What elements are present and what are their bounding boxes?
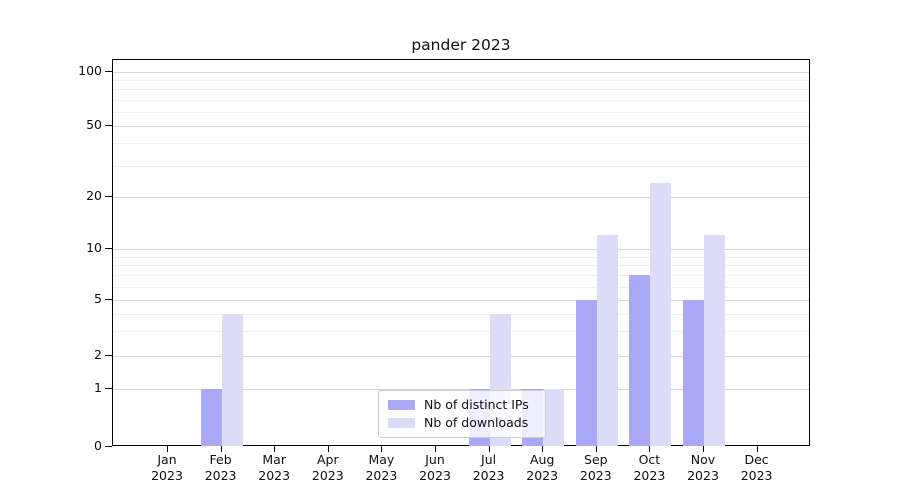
gridline-minor (113, 165, 809, 167)
legend-swatch-downloads (388, 418, 415, 428)
y-axis-tick-mark (105, 299, 112, 300)
y-axis-tick-label: 50 (86, 117, 102, 132)
x-axis-tick-label: Nov 2023 (687, 452, 719, 483)
legend-label-distinct-ips: Nb of distinct IPs (424, 397, 529, 412)
gridline-minor (113, 143, 809, 145)
legend-label-downloads: Nb of downloads (424, 415, 529, 430)
gridline-minor (113, 89, 809, 91)
x-axis-tick-label: Jan 2023 (151, 452, 183, 483)
gridline-major (113, 389, 809, 390)
gridline-major (113, 300, 809, 301)
gridline-major (113, 356, 809, 357)
bar-downloads (543, 389, 565, 446)
gridline-minor (113, 80, 809, 82)
x-axis-tick-label: Jun 2023 (419, 452, 451, 483)
legend-swatch-distinct-ips (388, 400, 415, 410)
y-axis-tick-mark (105, 446, 112, 447)
gridline-major (113, 197, 809, 198)
gridline-major (113, 249, 809, 250)
y-axis-tick-label: 20 (86, 188, 102, 203)
legend-item-distinct-ips: Nb of distinct IPs (388, 397, 536, 413)
chart-title: pander 2023 (411, 36, 511, 54)
gridline-minor (113, 286, 809, 288)
y-axis-tick-mark (105, 355, 112, 356)
x-axis-tick-label: Apr 2023 (311, 452, 344, 483)
bar-downloads (596, 235, 618, 446)
x-axis-tick-mark (542, 446, 544, 452)
y-axis-tick-label: 1 (94, 380, 102, 395)
y-axis-tick-label: 2 (94, 347, 102, 362)
y-axis-tick-mark (105, 125, 112, 126)
x-axis-tick-label: Oct 2023 (633, 452, 666, 483)
x-axis-tick-label: Dec 2023 (740, 452, 773, 483)
plot-area (112, 59, 810, 446)
y-axis-tick-mark (105, 71, 112, 72)
x-axis-tick-label: Aug 2023 (526, 452, 559, 483)
x-axis-tick-mark (435, 446, 436, 452)
bar-distinct-ips (575, 300, 597, 446)
bar-downloads (704, 235, 725, 446)
y-axis-tick-mark (105, 388, 112, 389)
gridline-minor (113, 256, 809, 258)
y-axis-tick-label: 100 (78, 63, 102, 78)
gridline-major (113, 72, 809, 73)
x-axis-tick-mark (703, 446, 704, 452)
gridline-minor (113, 99, 809, 101)
y-axis-tick-label: 10 (86, 240, 102, 255)
x-axis-tick-mark (167, 446, 168, 452)
x-axis-tick-mark (488, 446, 490, 452)
x-axis-tick-mark (381, 446, 383, 452)
gridline-minor (113, 265, 809, 267)
x-axis-tick-mark (274, 446, 276, 452)
x-axis-tick-mark (649, 446, 651, 452)
y-axis-tick-label: 0 (94, 438, 102, 453)
gridline-minor (113, 331, 809, 333)
x-axis-tick-label: Mar 2023 (258, 452, 291, 483)
legend: Nb of distinct IPs Nb of downloads (378, 390, 546, 438)
bar-distinct-ips (683, 300, 704, 446)
y-axis-tick-label: 5 (94, 291, 102, 306)
x-axis-tick-label: Jul 2023 (472, 452, 505, 483)
x-axis-tick-label: May 2023 (365, 452, 398, 483)
x-axis-tick-mark (220, 446, 222, 452)
bar-distinct-ips (200, 389, 222, 446)
y-axis-tick-mark (105, 196, 112, 197)
bar-distinct-ips (629, 275, 651, 446)
x-axis-tick-label: Sep 2023 (579, 452, 612, 483)
legend-item-downloads: Nb of downloads (388, 415, 536, 431)
x-axis-tick-mark (756, 446, 758, 452)
x-axis-tick-mark (595, 446, 597, 452)
x-axis-tick-mark (327, 446, 329, 452)
bar-downloads (650, 182, 672, 446)
x-axis-tick-label: Feb 2023 (204, 452, 237, 483)
gridline-minor (113, 275, 809, 277)
y-axis-tick-mark (105, 248, 112, 249)
gridline-major (113, 126, 809, 127)
gridline-minor (113, 313, 809, 315)
gridline-minor (113, 111, 809, 113)
bar-downloads (221, 313, 243, 446)
